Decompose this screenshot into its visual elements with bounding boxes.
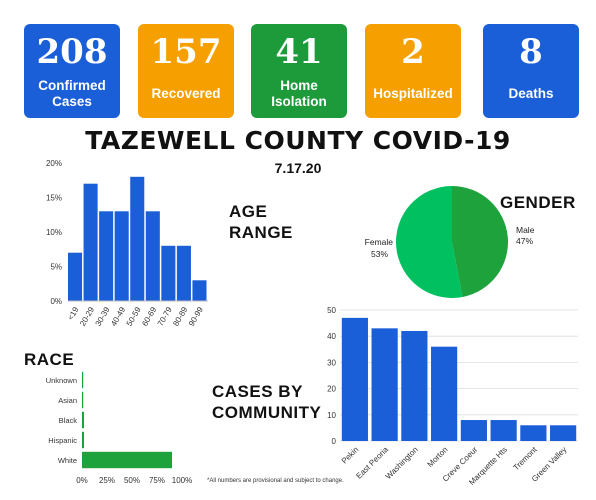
race-category-label: White bbox=[58, 456, 77, 465]
age-bar bbox=[145, 211, 160, 301]
stat-label: Home Isolation bbox=[271, 78, 327, 109]
stat-card-home-isolation: 41 Home Isolation bbox=[251, 24, 347, 118]
footnote: *All numbers are provisional and subject… bbox=[207, 478, 344, 484]
age-x-tick: 90-99 bbox=[187, 305, 205, 328]
age-bar bbox=[161, 245, 176, 301]
community-bar bbox=[520, 425, 547, 441]
stat-value: 41 bbox=[275, 32, 323, 72]
age-y-tick: 0% bbox=[50, 297, 62, 306]
race-x-tick: 75% bbox=[149, 476, 165, 485]
community-bar bbox=[341, 317, 368, 441]
age-bar bbox=[176, 245, 191, 301]
community-bar bbox=[371, 328, 398, 441]
community-x-tick: Tremont bbox=[512, 445, 540, 473]
age-heading: AGE RANGE bbox=[229, 202, 293, 242]
age-y-tick: 10% bbox=[46, 228, 62, 237]
race-x-tick: 50% bbox=[124, 476, 140, 485]
community-x-tick: Pekin bbox=[340, 445, 361, 466]
stat-value: 8 bbox=[519, 32, 543, 72]
gender-heading: GENDER bbox=[500, 193, 576, 212]
gender-slice-female bbox=[396, 186, 463, 298]
age-bar bbox=[192, 280, 207, 301]
community-y-tick: 30 bbox=[327, 358, 336, 367]
community-bar bbox=[550, 425, 577, 441]
gender-slice-male bbox=[452, 186, 509, 298]
community-bar bbox=[431, 346, 458, 441]
age-bar bbox=[114, 211, 129, 301]
age-x-tick: <19 bbox=[66, 305, 81, 322]
stat-label: Deaths bbox=[508, 86, 554, 101]
stat-value: 157 bbox=[150, 32, 222, 72]
race-bar bbox=[82, 371, 84, 389]
race-x-tick: 0% bbox=[76, 476, 88, 485]
age-bar bbox=[130, 176, 145, 301]
race-x-tick: 25% bbox=[99, 476, 115, 485]
race-category-label: Hispanic bbox=[48, 436, 77, 445]
page-title: TAZEWELL COUNTY COVID-19 bbox=[85, 126, 511, 155]
stat-card-recovered: 157 Recovered bbox=[138, 24, 234, 118]
age-bar bbox=[83, 183, 98, 301]
community-y-tick: 10 bbox=[327, 411, 336, 420]
race-category-label: Black bbox=[59, 416, 78, 425]
stat-label: Hospitalized bbox=[373, 86, 453, 101]
community-x-tick: Morton bbox=[426, 445, 450, 469]
age-bar bbox=[68, 252, 83, 301]
gender-label-female: Female bbox=[365, 237, 394, 247]
community-y-tick: 20 bbox=[327, 385, 336, 394]
stat-card-hospitalized: 2 Hospitalized bbox=[365, 24, 461, 118]
community-y-tick: 0 bbox=[332, 437, 337, 446]
race-heading: RACE bbox=[24, 350, 75, 369]
age-y-tick: 15% bbox=[46, 194, 62, 203]
gender-value-female: 53% bbox=[371, 249, 388, 259]
stat-card-confirmed: 208 Confirmed Cases bbox=[24, 24, 120, 118]
stat-value: 2 bbox=[401, 32, 425, 72]
community-y-tick: 50 bbox=[327, 306, 336, 315]
race-bar bbox=[82, 451, 172, 469]
stat-label: Confirmed Cases bbox=[38, 78, 106, 109]
race-bar bbox=[82, 431, 84, 449]
community-heading: CASES BY COMMUNITY bbox=[212, 382, 322, 422]
community-bar bbox=[460, 420, 487, 441]
race-bar bbox=[82, 411, 84, 429]
race-category-label: Asian bbox=[58, 396, 77, 405]
stat-label: Recovered bbox=[151, 86, 221, 101]
community-y-tick: 40 bbox=[327, 332, 336, 341]
race-bar bbox=[82, 391, 84, 409]
age-y-tick: 5% bbox=[50, 263, 62, 272]
stat-card-deaths: 8 Deaths bbox=[483, 24, 579, 118]
report-date: 7.17.20 bbox=[274, 160, 322, 176]
community-bar bbox=[490, 420, 517, 441]
race-category-label: Unknown bbox=[46, 376, 77, 385]
stat-value: 208 bbox=[36, 32, 108, 72]
community-x-tick: Washington bbox=[384, 445, 420, 481]
age-bar bbox=[99, 211, 114, 301]
community-bar bbox=[401, 330, 428, 441]
gender-label-male: Male bbox=[516, 225, 535, 235]
gender-value-male: 47% bbox=[516, 236, 533, 246]
race-x-tick: 100% bbox=[172, 476, 192, 485]
age-y-tick: 20% bbox=[46, 159, 62, 168]
